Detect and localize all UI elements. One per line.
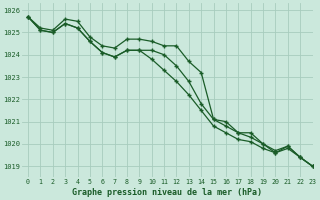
X-axis label: Graphe pression niveau de la mer (hPa): Graphe pression niveau de la mer (hPa) bbox=[72, 188, 262, 197]
